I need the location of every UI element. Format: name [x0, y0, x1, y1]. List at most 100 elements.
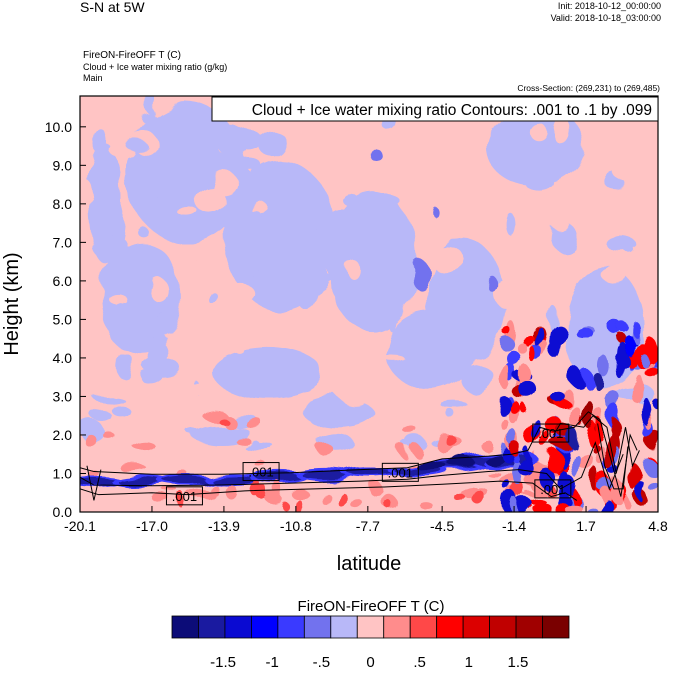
field-cell [528, 451, 536, 468]
field-cell [442, 155, 461, 170]
y-tick-label: 0.0 [53, 504, 73, 520]
field-cell [122, 391, 142, 399]
field-cell [368, 192, 401, 216]
field-cell [605, 436, 618, 473]
field-cell [580, 397, 593, 426]
x-tick-label: -17.0 [136, 518, 168, 534]
field-cell [519, 381, 538, 399]
field-cell [599, 485, 611, 501]
field-cell [210, 292, 219, 307]
x-tick-label: -10.8 [280, 518, 312, 534]
y-tick-label: 7.0 [53, 234, 73, 250]
field-cell [334, 488, 344, 505]
field-cell [439, 231, 471, 243]
field-cell [299, 369, 314, 392]
field-cell [255, 462, 268, 468]
field-cell [600, 497, 612, 512]
field-cell [236, 439, 253, 445]
field-cell [651, 398, 658, 408]
y-tick-label: 1.0 [53, 465, 73, 481]
field-cell [146, 96, 156, 116]
field-cell [426, 297, 461, 324]
colorbar-swatch [277, 615, 305, 639]
x-tick-label: -1.4 [502, 518, 526, 534]
field-cell [444, 407, 454, 417]
plot-area [80, 96, 658, 512]
field-cell [414, 460, 447, 471]
x-tick-label: -20.1 [64, 518, 96, 534]
contour-line [80, 441, 624, 491]
field-cell [264, 404, 290, 415]
field-cell [318, 444, 335, 457]
field-cell [255, 473, 304, 482]
field-cell [633, 323, 642, 339]
field-cell [121, 416, 134, 423]
field-cell [80, 328, 94, 357]
colorbar-swatch [383, 615, 411, 639]
field-cell [191, 424, 252, 445]
field-cell [139, 369, 161, 383]
field-cell [82, 432, 95, 446]
field-cell [549, 389, 563, 401]
field-cell [562, 500, 579, 512]
field-cell [617, 333, 628, 344]
field-cell [631, 381, 643, 404]
field-cell [488, 276, 499, 293]
field-cell [605, 390, 621, 411]
y-tick-label: 4.0 [53, 350, 73, 366]
contour-label: .001 [172, 489, 197, 504]
field-cell [597, 354, 609, 377]
field-cell [575, 327, 593, 339]
field-cell [545, 259, 566, 268]
field-cell [179, 493, 188, 510]
colorbar-swatch [515, 615, 543, 639]
field-cell [250, 479, 261, 497]
field-cell [210, 483, 218, 497]
field-cell [452, 184, 462, 213]
contour-label-box [381, 462, 419, 482]
field-cell [409, 258, 428, 289]
temperature-difference-field [80, 96, 658, 512]
contour-line [597, 423, 629, 490]
field-cell [581, 386, 597, 401]
field-cell [480, 439, 494, 452]
field-cell [601, 268, 626, 283]
y-tick-label: 3.0 [53, 388, 73, 404]
contour-label-box [532, 423, 570, 443]
field-cell [255, 430, 275, 436]
field-cell [548, 220, 576, 250]
field-cell [512, 499, 521, 512]
field-cell [502, 478, 510, 490]
field-cell [251, 442, 262, 451]
field-cell [642, 397, 651, 426]
field-cell [348, 496, 361, 508]
field-cell [186, 428, 203, 436]
y-tick-label: 6.0 [53, 273, 73, 289]
field-cell [435, 416, 453, 424]
field-cell [509, 431, 520, 449]
colorbar-swatch [542, 615, 570, 639]
field-cell [92, 411, 113, 423]
field-cell [136, 226, 148, 236]
contour-line [80, 411, 638, 497]
field-cell [517, 496, 533, 512]
field-cell [216, 127, 250, 157]
field-cell [369, 146, 380, 161]
field-cell [618, 323, 630, 334]
field-cell [213, 348, 324, 399]
field-cell [567, 403, 579, 426]
field-cell [101, 430, 114, 438]
field-cell [483, 456, 508, 464]
x-axis: -20.1 -17.0 -13.9 -10.8 -7.7 -4.5 -1.4 1.7 4.8 [64, 506, 668, 534]
colorbar-tick-label: -1.5 [210, 654, 236, 668]
field-cell [519, 364, 531, 387]
field-cell [555, 119, 573, 147]
field-cell [130, 438, 153, 449]
field-cell [116, 476, 165, 485]
field-cell [241, 209, 264, 234]
field-cell [377, 230, 397, 258]
field-cell [432, 206, 439, 217]
field-cell [97, 169, 106, 185]
field-cell [207, 460, 233, 474]
field-cell [534, 324, 543, 348]
